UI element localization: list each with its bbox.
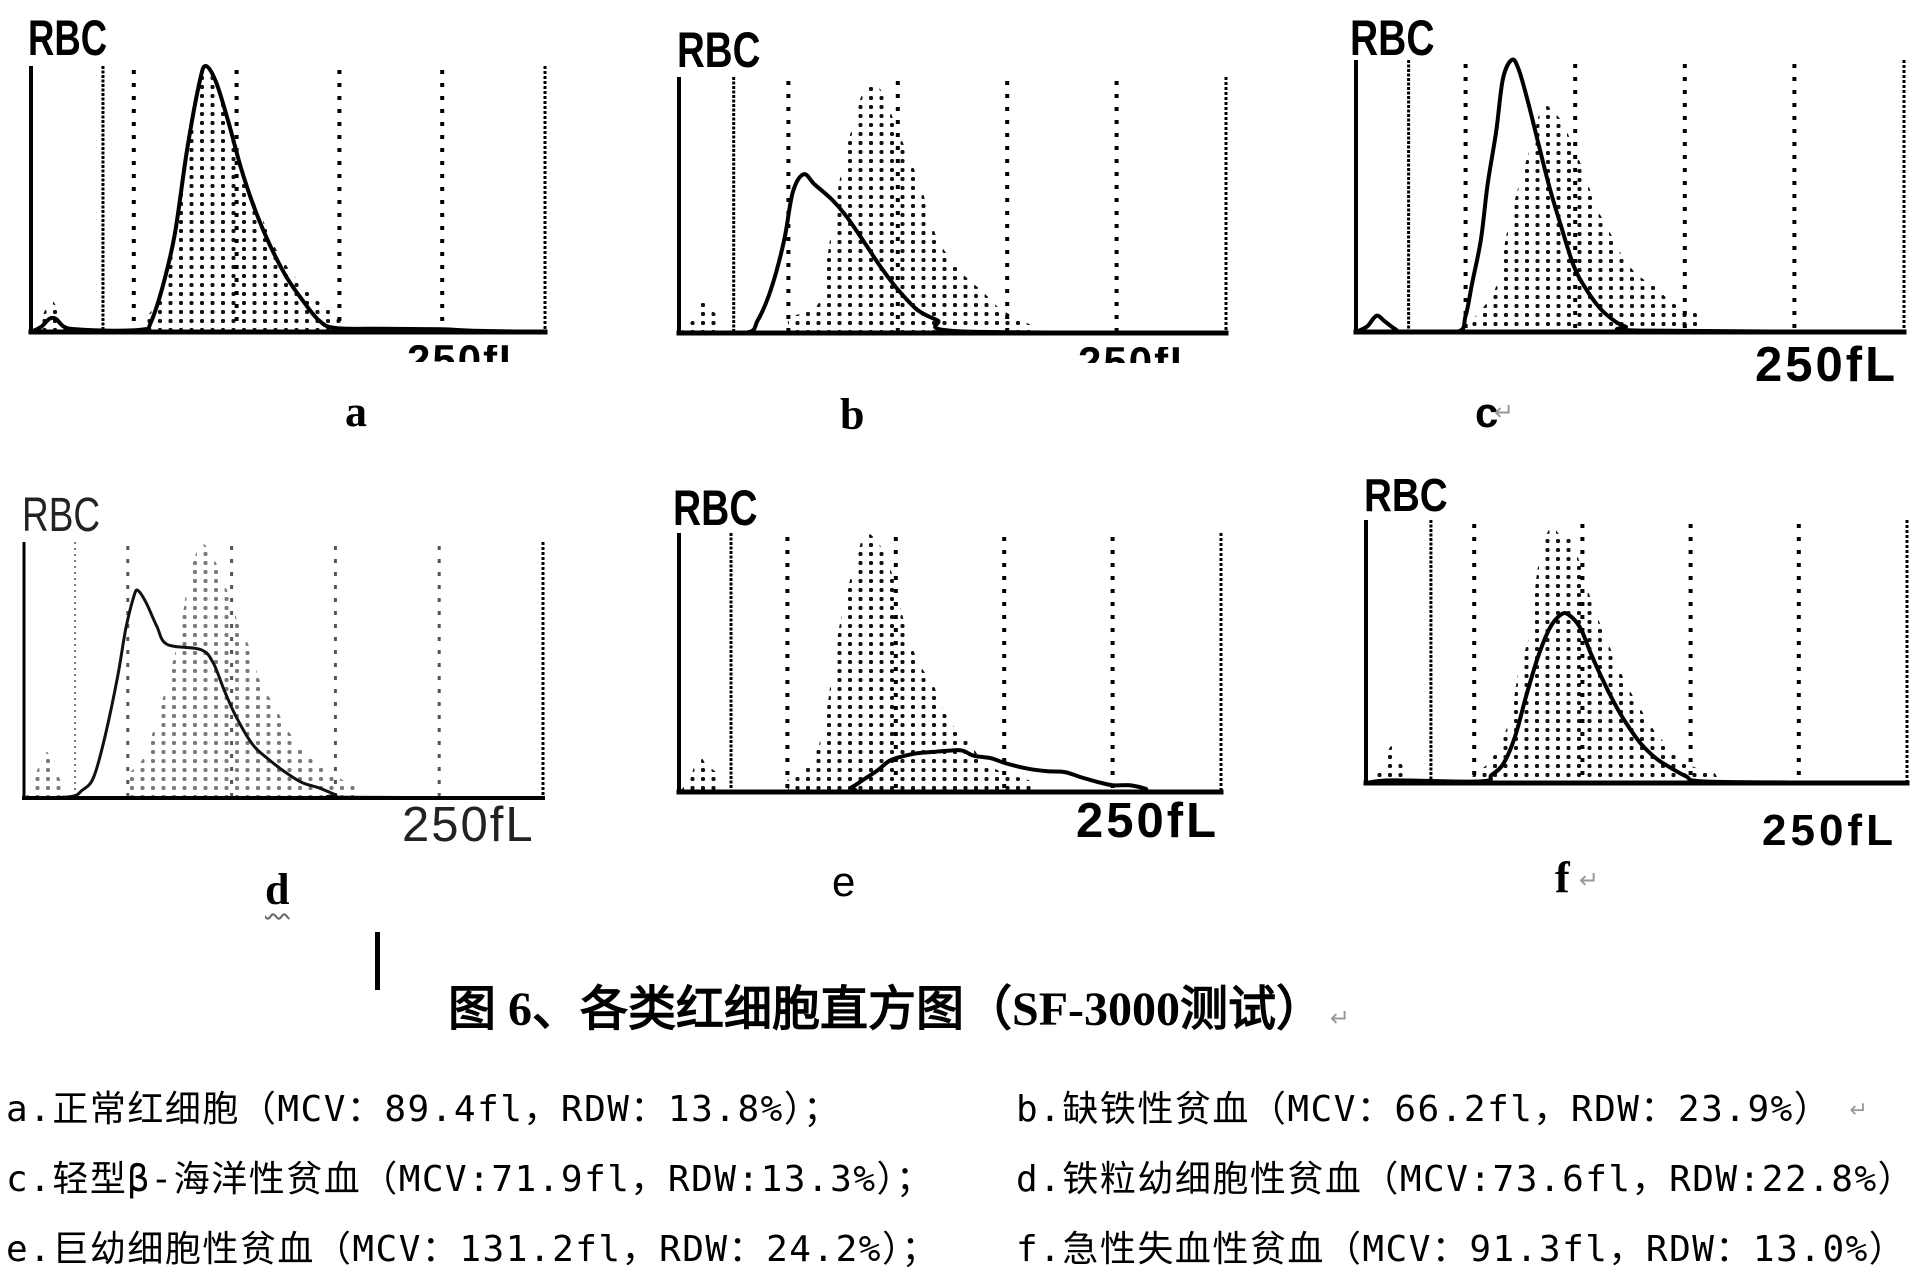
paragraph-mark-icon: ↵ xyxy=(1849,1098,1870,1123)
panel-d-xmax-label: 250fL xyxy=(402,798,535,852)
caption-d-text: d.铁粒幼细胞性贫血（MCV:73.6fl，RDW:22.8%） xyxy=(1016,1159,1916,1200)
caption-c: c.轻型β-海洋性贫血（MCV:71.9fl，RDW:13.3%）； xyxy=(6,1160,934,1200)
histogram-f-plot xyxy=(1363,520,1910,786)
reference-distribution xyxy=(1356,104,1712,332)
sample-curve xyxy=(677,748,1223,794)
reference-distribution xyxy=(31,71,360,333)
histogram-b-plot xyxy=(676,77,1229,336)
reference-distribution xyxy=(1366,526,1719,783)
panel-c-letter: c xyxy=(1475,389,1499,436)
panel-a-xmax-label-clipped: 250fL xyxy=(407,345,537,362)
paragraph-mark-icon: ↵ xyxy=(1330,1004,1351,1032)
panel-f-letter: f xyxy=(1555,853,1570,902)
caption-e: e.巨幼细胞性贫血（MCV：131.2fl，RDW：24.2%）； xyxy=(6,1230,939,1270)
text-cursor xyxy=(375,932,380,990)
sample-curve xyxy=(1354,57,1906,334)
reference-distribution xyxy=(24,543,361,798)
figure-title: 图 6、各类红细胞直方图（SF-3000测试） xyxy=(448,983,1325,1036)
caption-d: d.铁粒幼细胞性贫血（MCV:73.6fl，RDW:22.8%） xyxy=(1016,1160,1915,1200)
panel-c-ylabel: RBC xyxy=(1350,10,1435,66)
histogram-e-plot xyxy=(676,533,1224,795)
panel-f-xmax-label: 250fL xyxy=(1762,806,1897,855)
caption-f-text: f.急性失血性贫血（MCV：91.3fl，RDW：13.0%） xyxy=(1016,1229,1907,1270)
panel-b-xmax-label-clipped: 250fL xyxy=(1078,347,1218,363)
caption-a-text: a.正常红细胞（MCV：89.4fl，RDW：13.8%）； xyxy=(6,1089,841,1130)
panel-e-ylabel: RBC xyxy=(673,480,758,536)
histogram-a-plot xyxy=(28,64,548,335)
panel-b-letter: b xyxy=(840,390,865,439)
sample-curve xyxy=(22,588,545,800)
sample-curve xyxy=(677,172,1228,336)
caption-f: f.急性失血性贫血（MCV：91.3fl，RDW：13.0%） xyxy=(1016,1230,1906,1270)
panel-d-letter: d xyxy=(265,865,290,914)
panel-f-ylabel: RBC xyxy=(1364,469,1448,521)
caption-b-text: b.缺铁性贫血（MCV：66.2fl，RDW：23.9%） xyxy=(1016,1089,1832,1130)
panel-e-xmax-label: 250fL xyxy=(1076,794,1220,848)
panel-c-xmax-label: 250fL xyxy=(1755,338,1899,392)
paragraph-mark-icon: ↵ xyxy=(1579,866,1600,894)
caption-c-text: c.轻型β-海洋性贫血（MCV:71.9fl，RDW:13.3%）； xyxy=(6,1159,934,1200)
panel-a-letter: a xyxy=(345,387,367,436)
sample-curve xyxy=(29,64,547,334)
caption-e-text: e.巨幼细胞性贫血（MCV：131.2fl，RDW：24.2%）； xyxy=(6,1229,939,1270)
caption-a: a.正常红细胞（MCV：89.4fl，RDW：13.8%）； xyxy=(6,1090,841,1130)
panel-b-ylabel: RBC xyxy=(677,22,761,78)
panel-b-xmax-label: 250fL xyxy=(1078,347,1198,363)
reference-distribution xyxy=(679,533,1037,792)
sample-curve xyxy=(1364,611,1909,785)
paragraph-mark-icon: ↵ xyxy=(1494,398,1515,426)
panel-a-xmax-label: 250fL xyxy=(407,345,527,362)
histogram-c-plot xyxy=(1353,57,1907,335)
histogram-d-plot xyxy=(22,542,545,800)
panel-e-letter: e xyxy=(832,858,856,905)
reference-distribution xyxy=(679,82,1040,334)
panel-a-ylabel: RBC xyxy=(28,10,108,66)
caption-b: b.缺铁性贫血（MCV：66.2fl，RDW：23.9%） ↵ xyxy=(1016,1090,1869,1130)
panel-d-ylabel: RBC xyxy=(22,489,101,542)
